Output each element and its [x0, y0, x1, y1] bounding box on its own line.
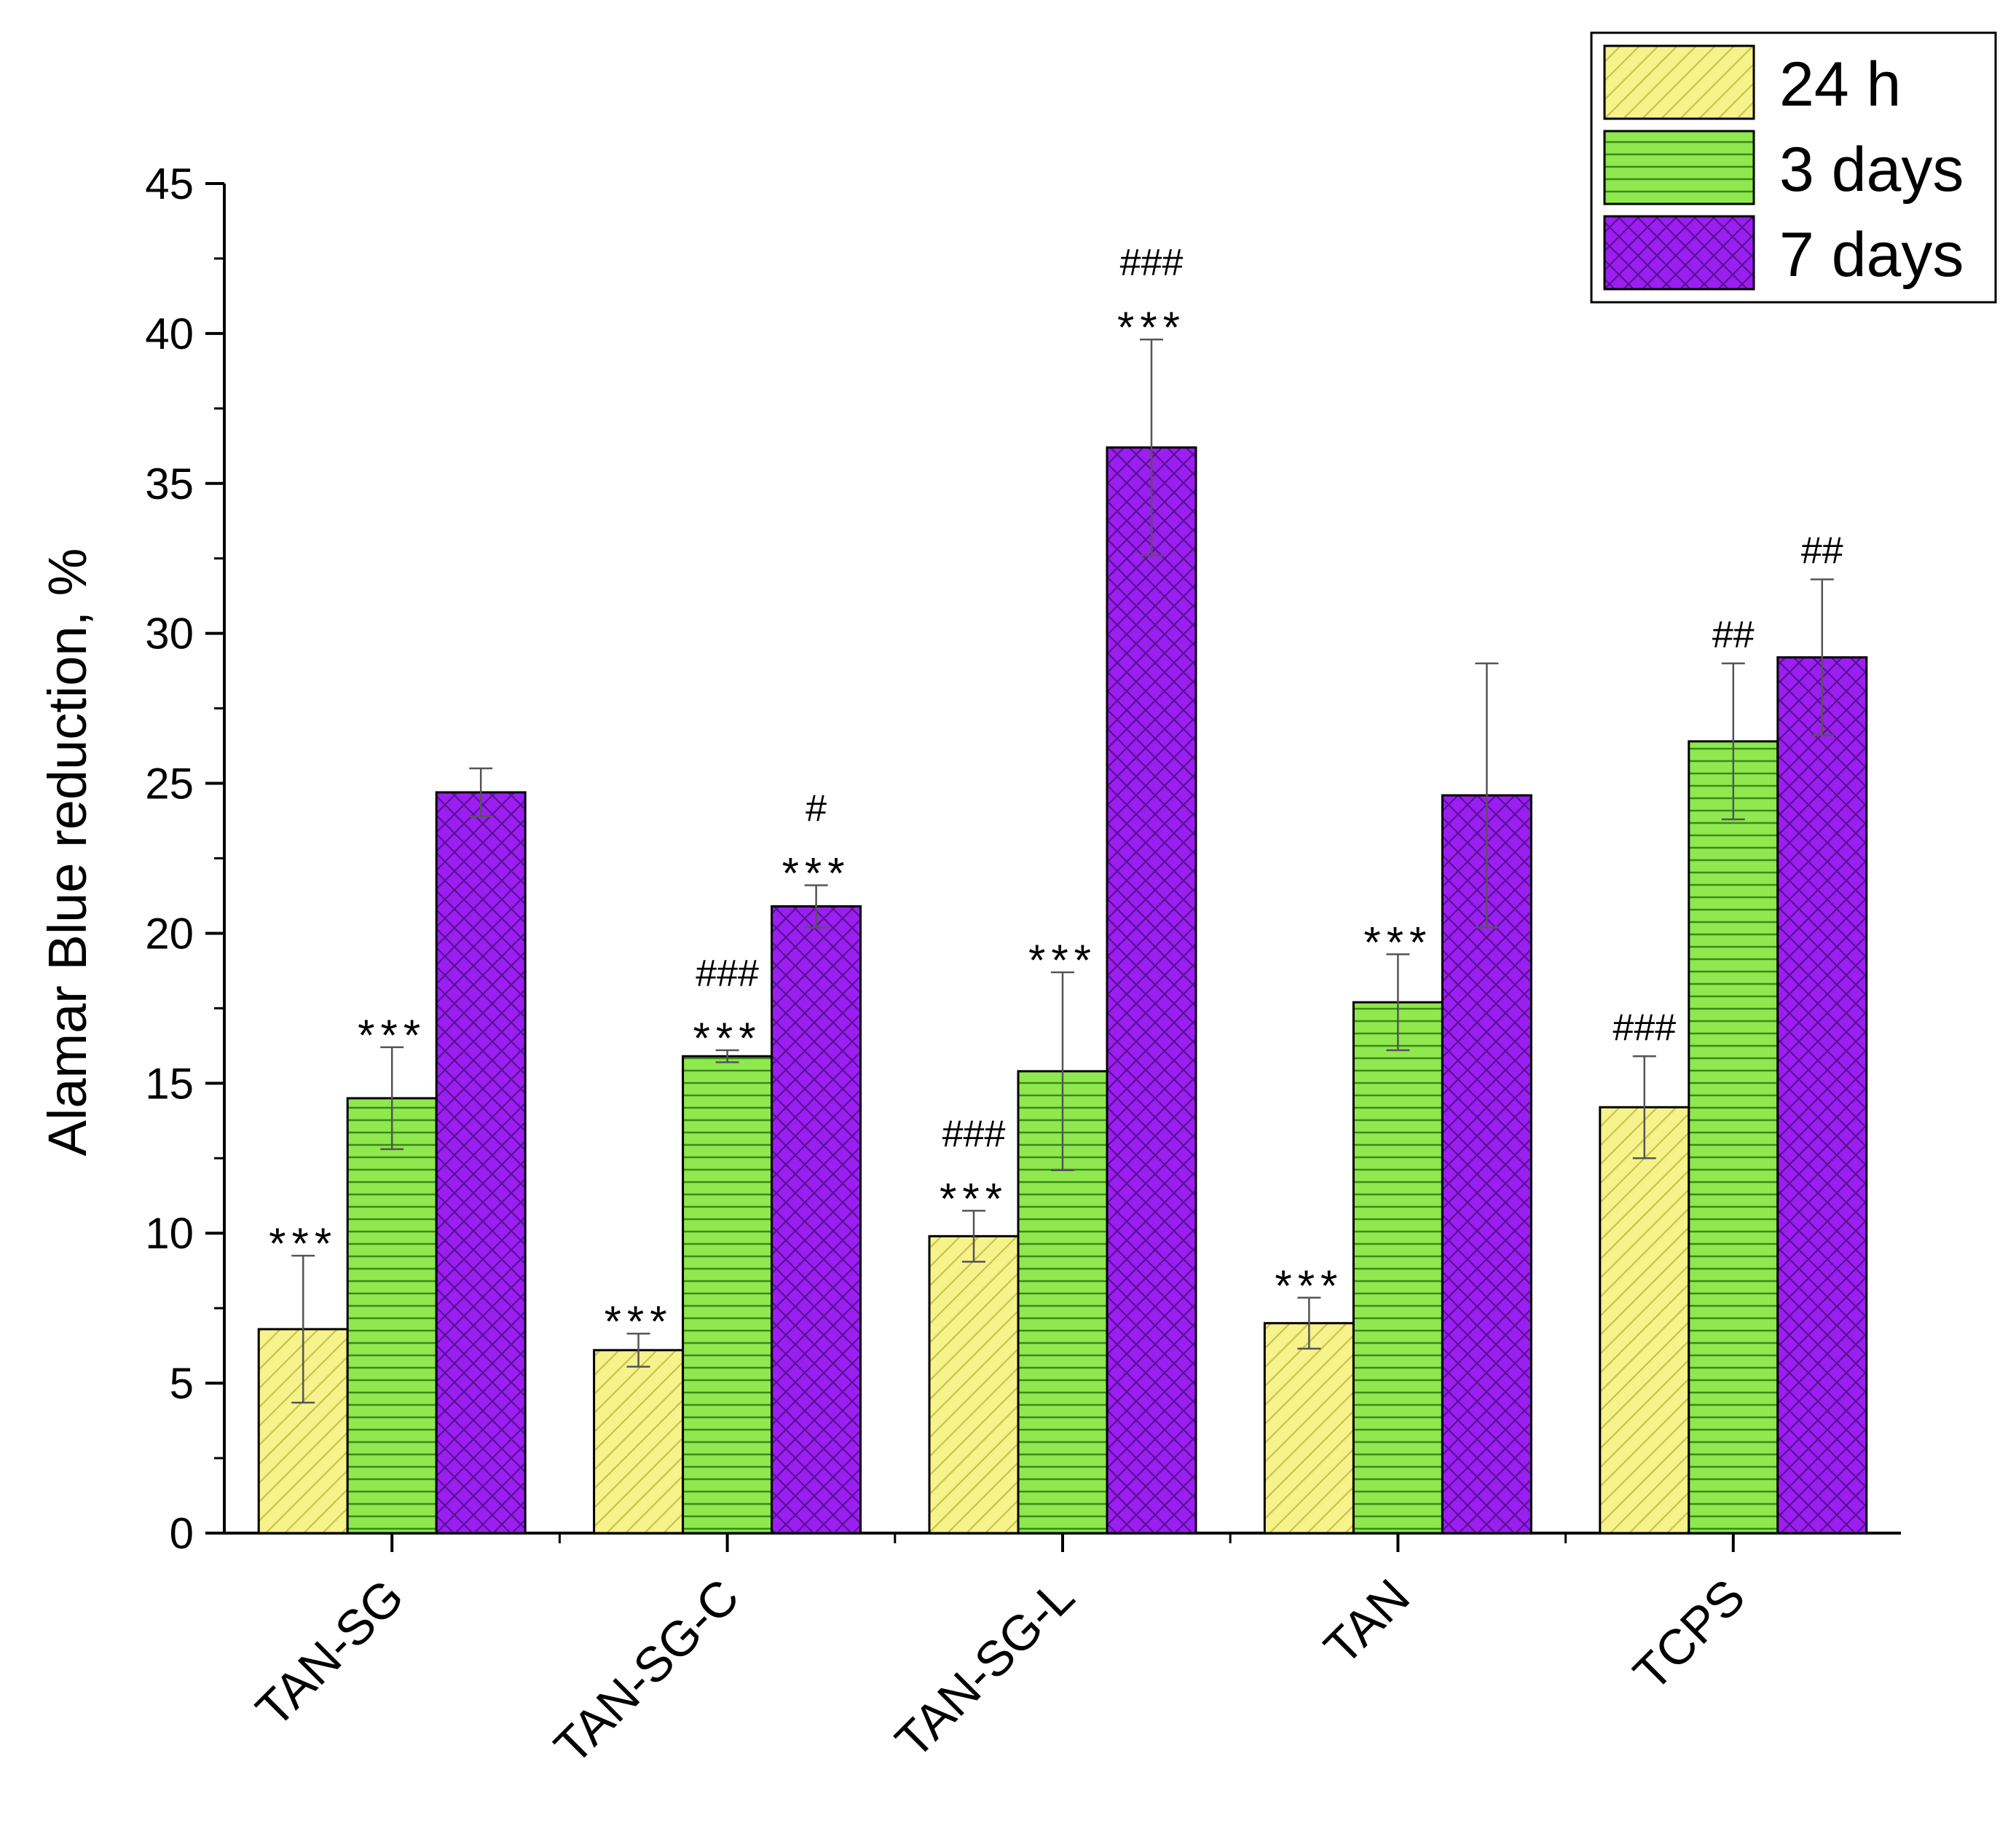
- significance-stars: ***: [269, 1219, 337, 1268]
- y-tick-label: 35: [145, 460, 194, 508]
- x-category-label: TCPS: [1623, 1569, 1755, 1701]
- significance-stars: ***: [605, 1297, 673, 1346]
- bar-7-days-TCPS: [1776, 656, 1868, 1535]
- significance-hashes: ##: [1801, 530, 1843, 572]
- y-axis-title: Alamar Blue reduction, %: [37, 548, 98, 1157]
- x-category-label: TAN-SG-C: [544, 1569, 750, 1775]
- bar-3-days-TAN-SG-C: [682, 1055, 773, 1535]
- bar-3-days-TAN: [1352, 1001, 1444, 1535]
- significance-stars: ***: [1028, 936, 1097, 985]
- legend-swatch: [1603, 130, 1755, 205]
- x-category-label: TAN-SG: [245, 1569, 414, 1738]
- y-tick-label: 30: [145, 610, 194, 658]
- legend-swatch: [1603, 44, 1755, 120]
- bar-24-h-TAN: [1263, 1322, 1355, 1535]
- significance-stars: ***: [693, 1014, 762, 1063]
- bar-24-h-TCPS: [1599, 1106, 1690, 1535]
- bar-7-days-TAN-SG: [435, 791, 527, 1535]
- y-tick-label: 15: [145, 1059, 194, 1108]
- bar-7-days-TAN-SG-L: [1106, 446, 1197, 1535]
- significance-stars: ***: [358, 1011, 426, 1060]
- y-tick-label: 0: [170, 1509, 194, 1558]
- legend-label: 3 days: [1779, 135, 1964, 205]
- y-tick-label: 5: [170, 1359, 194, 1408]
- significance-hashes: ###: [942, 1113, 1006, 1155]
- legend-label: 24 h: [1779, 50, 1901, 119]
- significance-stars: ***: [1275, 1261, 1343, 1310]
- legend: 24 h 3 days 7 days: [1590, 31, 1997, 304]
- significance-hashes: ###: [1120, 242, 1184, 284]
- significance-stars: ***: [782, 849, 851, 898]
- x-category-label: TAN: [1314, 1569, 1420, 1675]
- y-tick-label: 40: [145, 310, 194, 358]
- y-tick-label: 25: [145, 760, 194, 808]
- bar-24-h-TAN-SG-L: [928, 1234, 1020, 1535]
- significance-hashes: #: [806, 788, 827, 830]
- significance-stars: ***: [1117, 303, 1186, 352]
- bar-24-h-TAN-SG-C: [593, 1349, 685, 1535]
- y-tick-label: 45: [145, 160, 194, 208]
- significance-stars: ***: [940, 1174, 1008, 1223]
- significance-annotations: *** *** *** ### *** ### *** *** ### *** *** ## *** # *…: [269, 242, 1843, 1346]
- significance-stars: ***: [1363, 918, 1432, 966]
- legend-label: 7 days: [1779, 220, 1964, 290]
- bar-7-days-TAN-SG-C: [771, 905, 862, 1535]
- significance-hashes: ###: [1613, 1007, 1676, 1049]
- error-bars: [291, 338, 1834, 1404]
- bar-3-days-TCPS: [1688, 740, 1779, 1535]
- significance-hashes: ###: [696, 953, 759, 995]
- significance-hashes: ##: [1712, 614, 1755, 656]
- legend-swatch: [1603, 215, 1755, 291]
- y-tick-label: 20: [145, 909, 194, 958]
- y-tick-label: 10: [145, 1209, 194, 1258]
- x-category-label: TAN-SG-L: [885, 1569, 1085, 1769]
- bar-3-days-TAN-SG: [346, 1097, 438, 1535]
